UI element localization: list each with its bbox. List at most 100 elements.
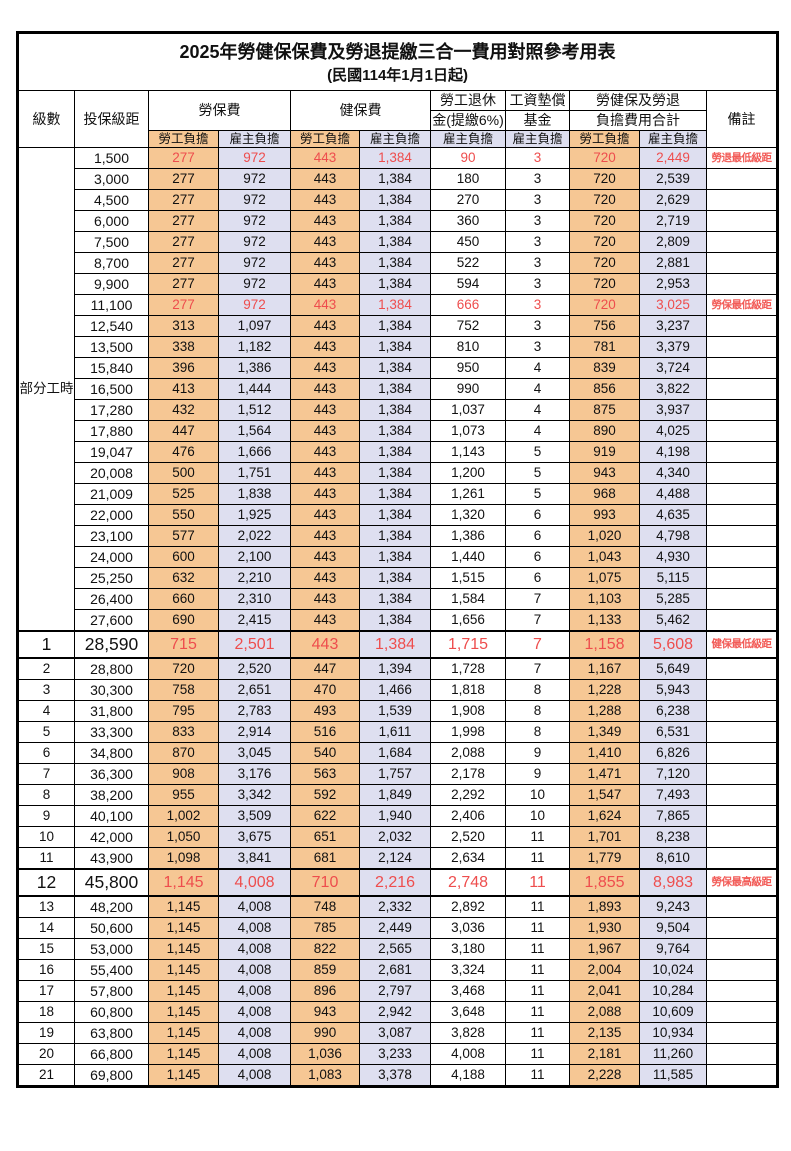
value-cell: 5,608 xyxy=(639,630,707,660)
remark-cell xyxy=(705,252,779,275)
remark-cell: 勞保最低級距 xyxy=(705,294,779,317)
bracket-cell: 28,590 xyxy=(74,630,149,660)
page-subtitle: (民國114年1月1日起) xyxy=(327,67,468,84)
level-cell: 20 xyxy=(17,1043,75,1066)
value-cell: 8,238 xyxy=(639,826,707,849)
value-cell: 2,629 xyxy=(639,189,707,212)
value-cell: 2,022 xyxy=(218,525,291,548)
value-cell: 11 xyxy=(505,1022,570,1045)
value-cell: 890 xyxy=(569,420,640,443)
value-cell: 7 xyxy=(505,588,570,611)
value-cell: 8 xyxy=(505,721,570,744)
value-cell: 4,008 xyxy=(218,868,291,898)
header-health-insurance: 健保費 xyxy=(290,90,431,132)
table-row: 26,400 660 2,310 443 1,384 1,584 7 1,103 5,285 xyxy=(18,588,779,611)
value-cell: 1,967 xyxy=(569,938,640,961)
value-cell: 720 xyxy=(148,657,219,681)
value-cell: 90 xyxy=(430,147,506,170)
value-cell: 3,822 xyxy=(639,378,707,401)
remark-cell xyxy=(705,679,779,702)
value-cell: 1,838 xyxy=(218,483,291,506)
header-sub-row: 勞工負擔 雇主負擔 勞工負擔 雇主負擔 雇主負擔 雇主負擔 勞工負擔 雇主負擔 xyxy=(18,130,778,149)
value-cell: 1,145 xyxy=(148,1001,219,1024)
value-cell: 720 xyxy=(569,189,640,212)
value-cell: 972 xyxy=(218,273,291,296)
table-row: 13 48,200 1,145 4,008 748 2,332 2,892 11 1,893 9,… xyxy=(17,895,779,919)
remark-cell xyxy=(705,315,779,338)
header-labor-employer: 雇主負擔 xyxy=(218,130,291,149)
table-row: 9,900 277 972 443 1,384 594 3 720 2,953 xyxy=(18,273,779,296)
remark-cell xyxy=(705,763,779,786)
bracket-cell: 28,800 xyxy=(74,657,149,681)
value-cell: 1,386 xyxy=(430,525,506,548)
value-cell: 3,233 xyxy=(359,1043,431,1066)
value-cell: 943 xyxy=(290,1001,360,1024)
bracket-cell: 12,540 xyxy=(74,315,149,338)
value-cell: 758 xyxy=(148,679,219,702)
value-cell: 360 xyxy=(430,210,506,233)
value-cell: 447 xyxy=(290,657,360,681)
bracket-cell: 57,800 xyxy=(74,980,149,1003)
bracket-cell: 17,280 xyxy=(74,399,149,422)
value-cell: 4 xyxy=(505,357,570,380)
value-cell: 10 xyxy=(505,805,570,828)
table-row: 16,500 413 1,444 443 1,384 990 4 856 3,822 xyxy=(18,378,779,401)
value-cell: 5,285 xyxy=(639,588,707,611)
value-cell: 1,384 xyxy=(359,378,431,401)
value-cell: 2,681 xyxy=(359,959,431,982)
table-row: 9 40,100 1,002 3,509 622 1,940 2,406 10 1,624 7,8… xyxy=(17,805,779,828)
value-cell: 1,547 xyxy=(569,784,640,807)
value-cell: 2,406 xyxy=(430,805,506,828)
value-cell: 1,145 xyxy=(148,980,219,1003)
bracket-cell: 23,100 xyxy=(74,525,149,548)
value-cell: 11 xyxy=(505,980,570,1003)
remark-cell xyxy=(705,895,779,919)
value-cell: 7 xyxy=(505,609,570,632)
value-cell: 3,841 xyxy=(218,847,291,870)
value-cell: 4,488 xyxy=(639,483,707,506)
value-cell: 2,415 xyxy=(218,609,291,632)
value-cell: 1,384 xyxy=(359,399,431,422)
value-cell: 690 xyxy=(148,609,219,632)
bracket-cell: 48,200 xyxy=(74,895,149,919)
bracket-cell: 3,000 xyxy=(74,168,149,191)
remark-cell xyxy=(705,657,779,681)
value-cell: 660 xyxy=(148,588,219,611)
value-cell: 1,684 xyxy=(359,742,431,765)
value-cell: 277 xyxy=(148,147,219,170)
value-cell: 2,914 xyxy=(218,721,291,744)
value-cell: 4 xyxy=(505,420,570,443)
value-cell: 522 xyxy=(430,252,506,275)
value-cell: 795 xyxy=(148,700,219,723)
bracket-cell: 53,000 xyxy=(74,938,149,961)
value-cell: 1,715 xyxy=(430,630,506,660)
value-cell: 3 xyxy=(505,315,570,338)
table-row: 3 30,300 758 2,651 470 1,466 1,818 8 1,228 5,943 xyxy=(17,679,779,702)
value-cell: 715 xyxy=(148,630,219,660)
remark-cell xyxy=(705,938,779,961)
value-cell: 4,188 xyxy=(430,1064,506,1088)
value-cell: 443 xyxy=(290,504,360,527)
value-cell: 443 xyxy=(290,630,360,660)
value-cell: 443 xyxy=(290,525,360,548)
value-cell: 1,384 xyxy=(359,525,431,548)
value-cell: 443 xyxy=(290,567,360,590)
value-cell: 1,228 xyxy=(569,679,640,702)
remark-cell xyxy=(705,546,779,569)
bracket-cell: 26,400 xyxy=(74,588,149,611)
bracket-cell: 25,250 xyxy=(74,567,149,590)
value-cell: 3,828 xyxy=(430,1022,506,1045)
remark-cell xyxy=(705,588,779,611)
remark-cell xyxy=(705,441,779,464)
value-cell: 8,610 xyxy=(639,847,707,870)
value-cell: 1,751 xyxy=(218,462,291,485)
value-cell: 10,934 xyxy=(639,1022,707,1045)
value-cell: 1,893 xyxy=(569,895,640,919)
value-cell: 11 xyxy=(505,917,570,940)
value-cell: 1,145 xyxy=(148,959,219,982)
table-row: 4 31,800 795 2,783 493 1,539 1,908 8 1,288 6,238 xyxy=(17,700,779,723)
value-cell: 500 xyxy=(148,462,219,485)
bracket-cell: 30,300 xyxy=(74,679,149,702)
level-cell: 18 xyxy=(17,1001,75,1024)
value-cell: 1,384 xyxy=(359,567,431,590)
